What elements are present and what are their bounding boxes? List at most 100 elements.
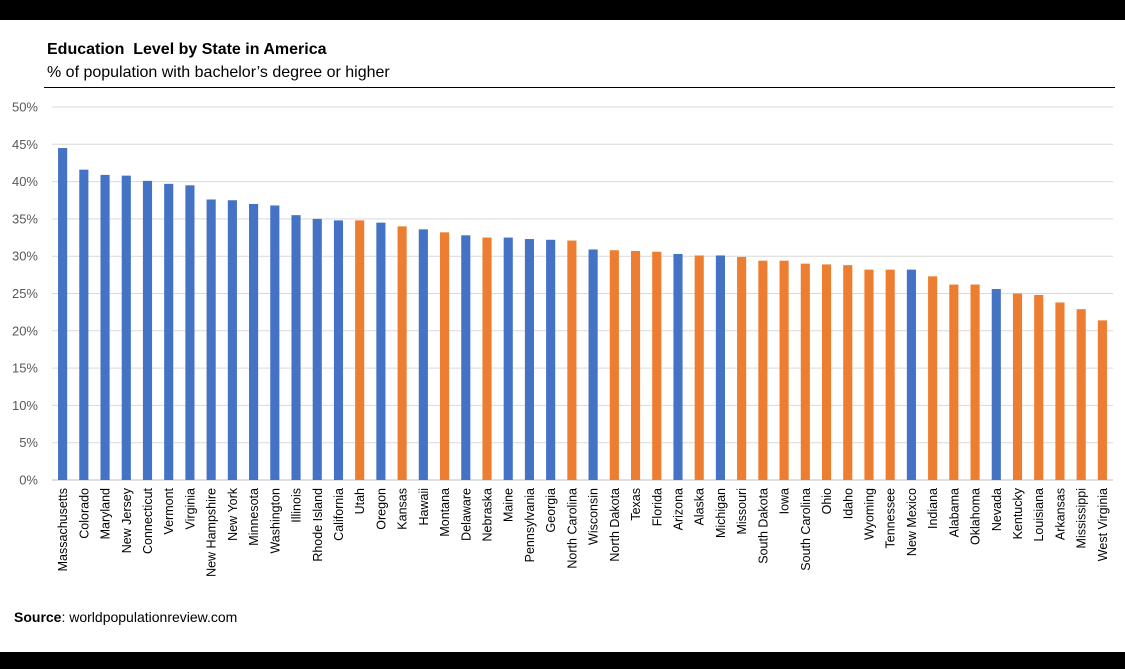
x-tick-label: Indiana [926,488,940,529]
x-tick-label: Illinois [290,488,304,523]
x-tick-label: Maine [502,488,516,522]
x-tick-label: Arkansas [1053,488,1067,540]
bar [779,260,789,480]
bar [142,180,153,480]
source-note: Source: worldpopulationreview.com [14,609,237,625]
y-tick-label: 5% [19,435,38,450]
bar [291,215,301,481]
title-divider [44,87,1115,88]
y-tick-label: 15% [12,361,38,376]
bar [546,239,556,480]
x-tick-label: Maryland [99,488,113,539]
bar [100,174,110,481]
chart-subtitle: % of population with bachelor’s degree o… [47,64,390,81]
x-tick-label: North Dakota [608,488,622,562]
x-tick-label: Florida [650,488,664,526]
x-tick-label: Kentucky [1011,487,1025,539]
x-tick-label: South Carolina [799,488,813,571]
x-tick-label: Montana [438,488,452,537]
bar [588,249,598,480]
bar [206,199,216,480]
bar [609,250,619,480]
y-tick-label: 20% [12,323,38,338]
x-tick-label: Tennessee [884,488,898,549]
x-tick-label: Oklahoma [969,488,983,545]
bar [355,220,365,480]
y-tick-label: 30% [12,249,38,264]
bar [885,269,895,480]
x-tick-label: Minnesota [247,488,261,546]
bar [1055,302,1065,480]
x-tick-label: Wyoming [862,488,876,540]
bar [418,229,428,480]
bar [249,203,259,481]
x-tick-label: New Mexico [905,488,919,556]
bar [800,263,810,480]
bar [1012,293,1023,480]
bar [970,284,980,480]
x-tick-label: Georgia [544,488,558,533]
bar [270,205,280,481]
x-tick-label: Virginia [183,488,197,530]
bar [906,269,916,480]
chart-title: Education Level by State in America [47,41,327,58]
x-tick-label: Idaho [841,488,855,519]
x-tick-label: South Dakota [756,488,770,564]
x-tick-label: Connecticut [141,487,155,554]
bar [524,239,535,480]
y-tick-label: 0% [19,473,38,488]
bar [567,240,577,480]
y-tick-label: 45% [12,137,38,152]
x-tick-label: New Hampshire [205,488,219,577]
x-tick-label: Mississippi [1075,488,1089,548]
x-tick-label: Arizona [671,488,685,530]
x-tick-label: Nebraska [481,488,495,542]
bar [227,200,237,480]
bar [715,255,725,480]
x-tick-label: Washington [268,488,282,554]
x-tick-label: Vermont [162,487,176,534]
x-tick-label: Rhode Island [311,488,325,562]
bar [652,251,662,480]
bar [928,276,938,480]
x-tick-label: Missouri [735,488,749,535]
x-tick-label: Michigan [714,488,728,538]
bar [121,175,131,480]
bar [503,237,513,480]
x-tick-label: Alabama [947,488,961,537]
bar [333,220,344,480]
bar [482,237,492,480]
bar [58,148,68,480]
bar [949,284,959,480]
bar [843,265,853,480]
x-tick-label: Wisconsin [587,488,601,545]
x-tick-label: Ohio [820,488,834,514]
x-tick-label: North Carolina [565,488,579,569]
bar [694,255,704,480]
bar [630,250,641,480]
bar [737,256,747,480]
source-text: : worldpopulationreview.com [61,609,238,625]
x-tick-label: Iowa [778,488,792,514]
chart-canvas: Education Level by State in America % of… [0,20,1125,652]
y-tick-label: 35% [12,211,38,226]
bar [461,235,471,480]
y-tick-label: 10% [12,398,38,413]
bar [864,269,874,480]
y-tick-label: 50% [12,100,38,115]
bar [673,253,683,480]
x-tick-label: Nevada [990,488,1004,531]
x-tick-label: Pennsylvania [523,488,537,562]
bar [1076,309,1086,480]
bar-chart: 0% 5% 10% 15% 20% 25% 30% 35% 40% 45% 50% Massachus… [12,100,1113,577]
x-tick-label: Texas [629,488,643,521]
x-tick-label: Utah [353,488,367,514]
bar [440,232,450,480]
bar [1097,320,1107,480]
bar [1034,294,1044,480]
x-tick-label: New York [226,487,240,541]
x-tick-label: West Virginia [1096,488,1110,561]
x-tick-label: Delaware [459,488,473,541]
source-label: Source [14,609,62,625]
bar [164,183,174,480]
